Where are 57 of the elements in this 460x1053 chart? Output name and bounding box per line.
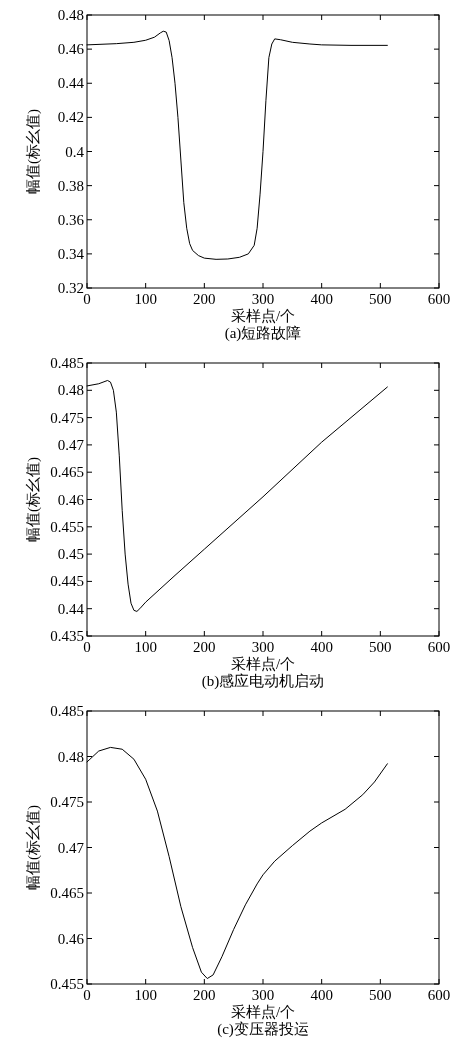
y-tick-label: 0.47 [57, 839, 85, 856]
x-axis-title: 采样点/个 [230, 1004, 296, 1020]
x-tick-label: 0 [83, 639, 91, 655]
y-tick-label: 0.46 [57, 491, 85, 508]
y-tick-label: 0.48 [57, 748, 84, 765]
x-axis-title: 采样点/个 [230, 308, 296, 324]
text: (c)变压器投运 [217, 1021, 309, 1038]
x-tick-label: 400 [310, 639, 333, 655]
y-tick-label: 0.475 [50, 794, 84, 810]
x-tick-label: 400 [310, 291, 333, 307]
y-tick-label: 0.485 [50, 703, 84, 719]
y-tick-label: 0.465 [50, 464, 84, 481]
y-tick-label: 0.48 [57, 7, 84, 23]
x-tick-label: 600 [427, 987, 451, 1003]
x-tick-label: 300 [251, 291, 275, 307]
y-tick-label: 0.475 [50, 409, 84, 426]
y-tick-label: 0.455 [50, 976, 84, 992]
y-tick-label: 0.455 [50, 518, 84, 535]
text: (b)感应电动机启动 [201, 673, 325, 690]
x-tick-label: 400 [310, 987, 333, 1003]
y-axis-title: 幅值(标幺值) [25, 805, 42, 890]
x-tick-label: 500 [369, 987, 392, 1003]
x-tick-label: 600 [427, 291, 451, 307]
x-tick-label: 600 [427, 639, 451, 655]
x-tick-label: 200 [193, 639, 216, 655]
y-tick-label: 0.42 [57, 109, 84, 126]
y-tick-label: 0.44 [57, 75, 85, 92]
y-tick-label: 0.46 [57, 930, 85, 947]
x-tick-label: 500 [369, 639, 392, 655]
x-tick-label: 200 [193, 291, 216, 307]
y-tick-label: 0.32 [57, 280, 84, 296]
x-tick-label: 0 [83, 987, 91, 1003]
text: (a)短路故障 [224, 325, 302, 342]
y-tick-label: 0.48 [57, 382, 84, 399]
y-tick-label: 0.36 [57, 211, 85, 228]
y-tick-label: 0.46 [57, 41, 85, 58]
y-tick-label: 0.34 [57, 245, 85, 262]
x-tick-label: 200 [193, 987, 216, 1003]
y-tick-label: 0.45 [57, 546, 84, 563]
y-axis-title: 幅值(标幺值) [25, 109, 42, 194]
y-tick-label: 0.38 [57, 177, 84, 194]
x-tick-label: 500 [369, 291, 392, 307]
y-tick-label: 0.465 [50, 885, 84, 901]
y-tick-label: 0.4 [65, 143, 85, 160]
y-tick-label: 0.485 [50, 355, 84, 371]
x-axis-title: 采样点/个 [230, 656, 296, 672]
y-tick-label: 0.445 [50, 573, 84, 590]
y-tick-label: 0.47 [57, 436, 85, 453]
x-tick-label: 100 [134, 987, 157, 1003]
y-tick-label: 0.44 [57, 600, 85, 617]
y-tick-label: 0.435 [50, 628, 84, 644]
y-axis-title: 幅值(标幺值) [25, 457, 42, 542]
x-tick-label: 100 [134, 639, 157, 655]
x-tick-label: 300 [251, 639, 275, 655]
x-tick-label: 0 [83, 291, 91, 307]
x-tick-label: 300 [251, 987, 275, 1003]
x-tick-label: 100 [134, 291, 157, 307]
